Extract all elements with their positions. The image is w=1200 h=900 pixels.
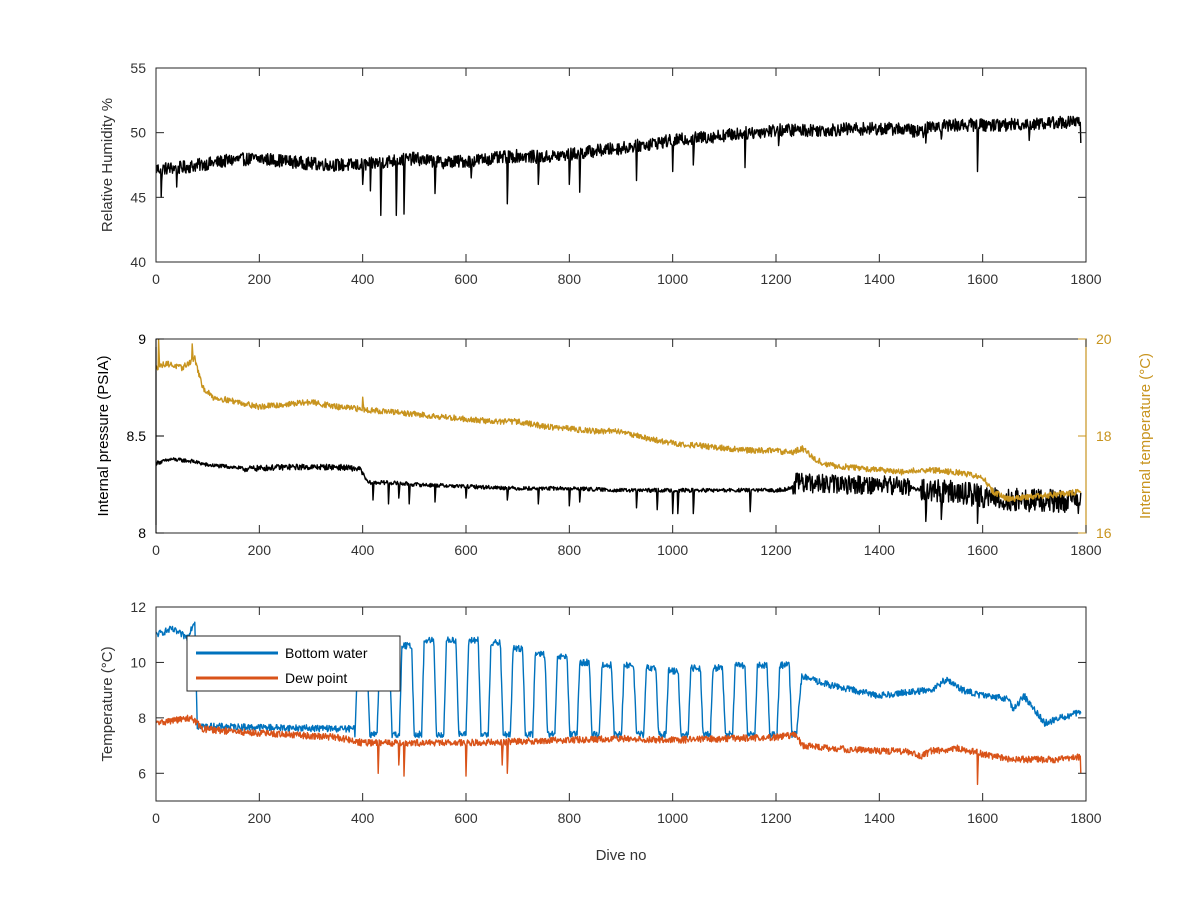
x-tick-label: 0: [152, 810, 160, 826]
plot-area: [156, 339, 1086, 533]
y-axis-label: Relative Humidity %: [99, 98, 116, 232]
series-line-1: [156, 339, 1082, 502]
y-tick-label: 8: [138, 710, 146, 726]
x-axis-label: Dive no: [596, 847, 647, 864]
y-tick-label: 8: [138, 525, 146, 541]
series-line-0: [156, 621, 1082, 739]
x-tick-label: 200: [248, 271, 272, 287]
series-layer: [156, 115, 1082, 217]
x-tick-label: 400: [351, 810, 375, 826]
y-tick-label-right: 18: [1096, 428, 1112, 444]
axes-frame: [155, 606, 1087, 802]
x-tick-label: 0: [152, 542, 160, 558]
y-tick-label: 55: [130, 60, 146, 76]
y-tick-label-right: 20: [1096, 331, 1112, 347]
series-line-1: [156, 714, 1082, 786]
x-tick-label: 1200: [760, 271, 791, 287]
y-axis-label-right: Internal temperature (°C): [1137, 353, 1154, 519]
x-tick-label: 1600: [967, 542, 998, 558]
x-tick-label: 600: [454, 271, 478, 287]
x-tick-label: 1400: [864, 542, 895, 558]
y-tick-label: 50: [130, 125, 146, 141]
x-tick-label: 1000: [657, 542, 688, 558]
series-layer: [156, 621, 1082, 786]
y-tick-label: 9: [138, 331, 146, 347]
x-tick-label: 400: [351, 542, 375, 558]
series-layer: [156, 339, 1082, 524]
y-axis-label-left: Internal pressure (PSIA): [95, 356, 112, 517]
x-tick-label: 400: [351, 271, 375, 287]
legend: Bottom water Dew point: [186, 635, 401, 692]
humidity-panel: 0 200 400 600 800 1000 1200 1400 1600 1800 40 45 50 5…: [99, 60, 1102, 287]
x-tick-label: 1000: [657, 271, 688, 287]
axes-layer: 0 200 400 600 800 1000 1200 1400 1600 1800 6 8 10 12: [130, 599, 1101, 826]
axes-frame: [155, 67, 1087, 263]
legend-label-bottom-water: Bottom water: [285, 645, 368, 661]
x-tick-label: 800: [558, 271, 582, 287]
x-tick-label: 800: [558, 810, 582, 826]
temperature-panel: 0 200 400 600 800 1000 1200 1400 1600 1800681012 …: [99, 599, 1102, 864]
series-line-0: [156, 457, 1082, 524]
y-tick-label: 6: [138, 765, 146, 781]
y-tick-label: 12: [130, 599, 146, 615]
x-tick-label: 600: [454, 810, 478, 826]
series-line-0: [156, 115, 1082, 217]
x-tick-label: 1400: [864, 810, 895, 826]
y-tick-label: 10: [130, 654, 146, 670]
y-tick-label: 40: [130, 254, 146, 270]
y-tick-label-right: 16: [1096, 525, 1112, 541]
x-tick-label: 1400: [864, 271, 895, 287]
x-tick-label: 1000: [657, 810, 688, 826]
x-tick-label: 1800: [1070, 542, 1101, 558]
y-tick-label: 8.5: [127, 428, 147, 444]
x-tick-label: 1800: [1070, 810, 1101, 826]
legend-box: [186, 635, 401, 692]
x-tick-label: 1600: [967, 810, 998, 826]
x-tick-label: 800: [558, 542, 582, 558]
pressure-temperature-panel: 0 200 400 600 800 1000 1200 1400 1600 1800 8 8.5 9 16…: [95, 331, 1154, 558]
axes-layer: 0 200 400 600 800 1000 1200 1400 1600 1800 40 45 50 5…: [130, 60, 1101, 287]
x-tick-label: 0: [152, 271, 160, 287]
x-tick-label: 200: [248, 542, 272, 558]
axes-layer: 0 200 400 600 800 1000 1200 1400 1600 1800 8 8.5 9 16…: [127, 331, 1112, 558]
x-tick-label: 1200: [760, 810, 791, 826]
x-tick-label: 1200: [760, 542, 791, 558]
x-tick-label: 200: [248, 810, 272, 826]
y-tick-label: 45: [130, 189, 146, 205]
legend-label-dew-point: Dew point: [285, 670, 347, 686]
x-tick-label: 1600: [967, 271, 998, 287]
y-axis-label: Temperature (°C): [99, 646, 116, 761]
x-tick-label: 1800: [1070, 271, 1101, 287]
x-tick-label: 600: [454, 542, 478, 558]
